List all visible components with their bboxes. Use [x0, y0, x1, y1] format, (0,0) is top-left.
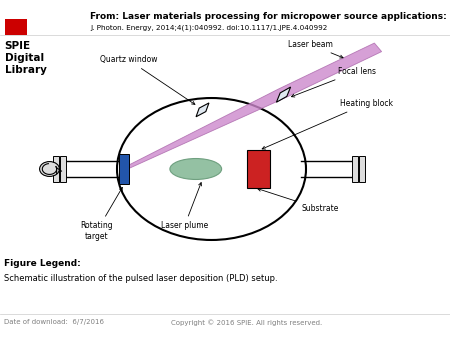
Text: Heating block: Heating block [262, 99, 393, 149]
Bar [119, 154, 129, 184]
Text: Date of download:  6/7/2016: Date of download: 6/7/2016 [4, 319, 104, 325]
Text: SPIE
Digital
Library: SPIE Digital Library [4, 41, 46, 75]
Circle shape [40, 162, 59, 176]
Bar [53, 156, 59, 182]
Bar [60, 156, 66, 182]
Polygon shape [276, 87, 291, 102]
Text: Figure Legend:: Figure Legend: [4, 259, 81, 268]
Bar [4, 19, 27, 35]
Text: J. Photon. Energy, 2014;4(1):040992. doi:10.1117/1.JPE.4.040992: J. Photon. Energy, 2014;4(1):040992. doi… [90, 24, 328, 31]
Text: Focal lens: Focal lens [292, 67, 375, 97]
Text: Substrate: Substrate [258, 188, 339, 214]
Polygon shape [196, 103, 209, 117]
Text: Quartz window: Quartz window [99, 55, 195, 104]
Text: Laser plume: Laser plume [161, 183, 208, 231]
Polygon shape [123, 43, 382, 170]
Text: Schematic illustration of the pulsed laser deposition (PLD) setup.: Schematic illustration of the pulsed las… [4, 274, 278, 284]
Text: Copyright © 2016 SPIE. All rights reserved.: Copyright © 2016 SPIE. All rights reserv… [171, 319, 322, 326]
Bar [359, 156, 365, 182]
Bar [352, 156, 358, 182]
Bar [248, 150, 270, 188]
Ellipse shape [170, 159, 221, 179]
Text: From: Laser materials processing for micropower source applications: a review: From: Laser materials processing for mic… [90, 12, 450, 21]
Text: Rotating
target: Rotating target [81, 187, 122, 241]
Text: Laser beam: Laser beam [288, 40, 343, 58]
